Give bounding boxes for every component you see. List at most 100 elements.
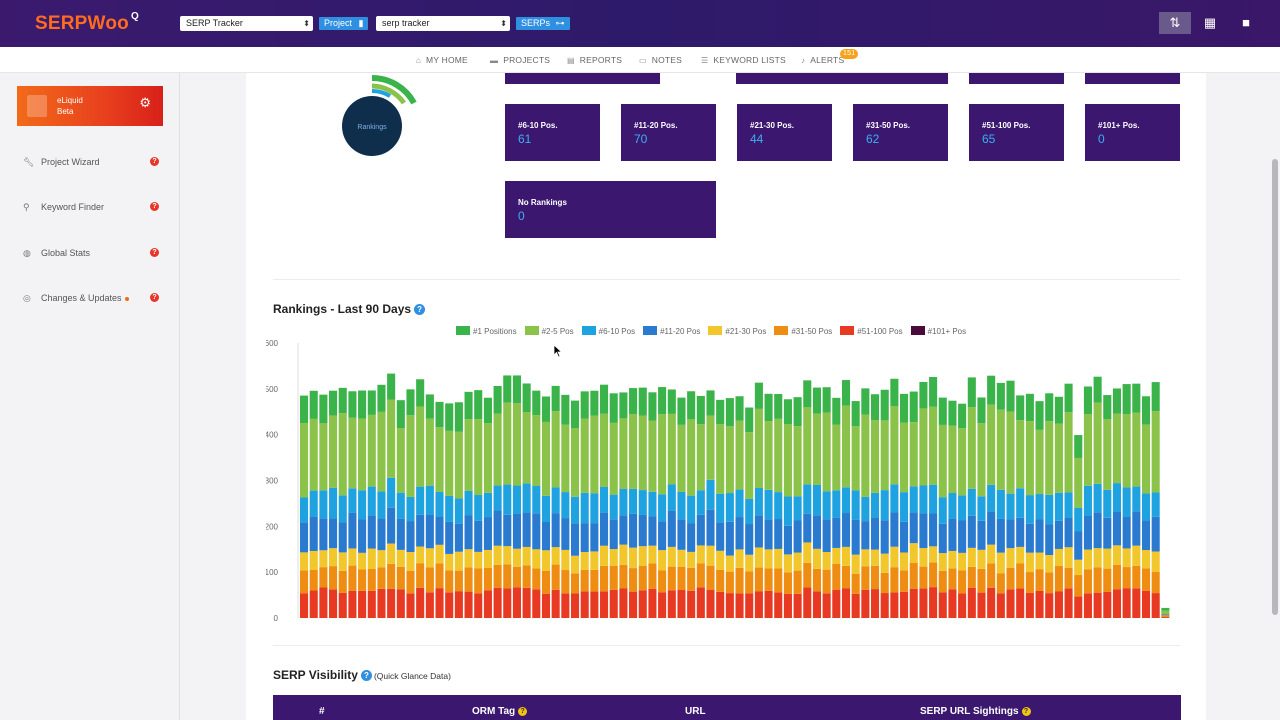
bar-segment[interactable] <box>358 490 367 520</box>
bar-segment[interactable] <box>783 554 792 573</box>
bar-segment[interactable] <box>629 547 638 569</box>
bar-segment[interactable] <box>464 419 473 491</box>
bar-segment[interactable] <box>338 522 347 553</box>
bar-segment[interactable] <box>977 496 986 521</box>
bar-segment[interactable] <box>822 552 831 570</box>
bar-segment[interactable] <box>851 573 860 594</box>
bar-segment[interactable] <box>1054 396 1063 424</box>
bar-segment[interactable] <box>667 546 676 567</box>
bar-segment[interactable] <box>1103 395 1112 420</box>
bar-segment[interactable] <box>909 543 918 564</box>
help-icon[interactable]: ? <box>1021 707 1031 716</box>
bar-segment[interactable] <box>890 378 899 407</box>
bar-segment[interactable] <box>687 523 696 552</box>
bar-segment[interactable] <box>551 513 560 548</box>
bar-segment[interactable] <box>1045 421 1054 495</box>
bar-segment[interactable] <box>1045 524 1054 555</box>
nav-my-home[interactable]: ⌂ MY HOME <box>416 55 468 65</box>
bar-segment[interactable] <box>1151 551 1160 573</box>
sidebar-item-changes-updates[interactable]: ◎ Changes & Updates? <box>23 293 163 307</box>
bar-segment[interactable] <box>309 490 318 517</box>
bar-segment[interactable] <box>832 564 841 590</box>
bar-segment[interactable] <box>870 492 880 518</box>
bar-segment[interactable] <box>793 520 802 553</box>
bar-segment[interactable] <box>1132 511 1141 546</box>
bar-segment[interactable] <box>929 513 938 547</box>
bar-segment[interactable] <box>522 383 531 413</box>
bar-segment[interactable] <box>1074 596 1083 618</box>
bar-segment[interactable] <box>522 512 531 547</box>
bar-segment[interactable] <box>329 518 338 549</box>
bar-segment[interactable] <box>580 552 589 570</box>
bar-segment[interactable] <box>774 394 783 419</box>
bar-segment[interactable] <box>977 592 986 618</box>
bar-segment[interactable] <box>658 387 667 415</box>
bar-segment[interactable] <box>483 423 492 493</box>
bar-segment[interactable] <box>541 570 551 594</box>
bar-segment[interactable] <box>648 420 657 492</box>
bar-segment[interactable] <box>609 549 618 566</box>
bar-segment[interactable] <box>909 588 918 618</box>
bar-segment[interactable] <box>706 590 715 618</box>
bar-segment[interactable] <box>648 563 657 589</box>
bar-segment[interactable] <box>600 591 609 618</box>
bar-segment[interactable] <box>619 515 628 545</box>
bar-segment[interactable] <box>841 405 851 488</box>
bar-segment[interactable] <box>667 590 676 618</box>
bar-segment[interactable] <box>929 484 938 514</box>
apps-grid-button[interactable]: ▦ <box>1194 12 1226 34</box>
bar-segment[interactable] <box>1074 575 1083 597</box>
bar-segment[interactable] <box>658 494 667 522</box>
bar-segment[interactable] <box>1093 402 1102 484</box>
bar-segment[interactable] <box>629 488 638 514</box>
bar-segment[interactable] <box>677 491 686 520</box>
bar-segment[interactable] <box>435 588 444 618</box>
bar-segment[interactable] <box>1141 590 1151 618</box>
bar-segment[interactable] <box>406 593 415 618</box>
bar-segment[interactable] <box>1112 589 1122 618</box>
bar-segment[interactable] <box>512 513 521 549</box>
bar-segment[interactable] <box>909 512 918 544</box>
bar-segment[interactable] <box>464 549 473 568</box>
scrollbar-thumb[interactable] <box>1272 159 1278 615</box>
bar-segment[interactable] <box>367 390 376 415</box>
bar-segment[interactable] <box>416 379 425 407</box>
bar-segment[interactable] <box>948 589 957 618</box>
bar-segment[interactable] <box>687 551 696 568</box>
bar-segment[interactable] <box>300 522 309 553</box>
bar-segment[interactable] <box>532 415 541 486</box>
bar-segment[interactable] <box>377 411 386 492</box>
bar-segment[interactable] <box>329 390 338 416</box>
bar-segment[interactable] <box>445 403 454 431</box>
bar-segment[interactable] <box>1132 486 1141 512</box>
bar-segment[interactable] <box>764 549 773 569</box>
bar-segment[interactable] <box>561 394 570 425</box>
bar-segment[interactable] <box>435 491 444 517</box>
bar-segment[interactable] <box>1112 545 1122 565</box>
bar-segment[interactable] <box>561 570 570 594</box>
bar-segment[interactable] <box>783 496 792 526</box>
bar-segment[interactable] <box>745 593 754 618</box>
bar-segment[interactable] <box>890 406 899 485</box>
bar-segment[interactable] <box>416 546 425 564</box>
bar-segment[interactable] <box>793 426 802 497</box>
bar-segment[interactable] <box>745 498 754 525</box>
bar-segment[interactable] <box>745 432 754 499</box>
bar-segment[interactable] <box>396 428 405 493</box>
bar-segment[interactable] <box>658 414 667 495</box>
bar-segment[interactable] <box>909 391 918 423</box>
sort-toggle-button[interactable]: ⇅ <box>1159 12 1191 34</box>
bar-segment[interactable] <box>464 490 473 516</box>
bar-segment[interactable] <box>570 400 580 429</box>
bar-segment[interactable] <box>396 400 405 429</box>
bar-segment[interactable] <box>600 512 609 546</box>
bar-segment[interactable] <box>870 549 880 566</box>
bar-segment[interactable] <box>309 418 318 491</box>
bar-segment[interactable] <box>377 518 386 551</box>
bar-segment[interactable] <box>725 593 734 618</box>
bar-segment[interactable] <box>861 549 870 567</box>
bar-segment[interactable] <box>319 587 328 618</box>
profile-card[interactable]: eLiquid Beta ⚙ <box>17 86 163 126</box>
bar-segment[interactable] <box>658 521 667 551</box>
bar-segment[interactable] <box>1045 554 1054 573</box>
